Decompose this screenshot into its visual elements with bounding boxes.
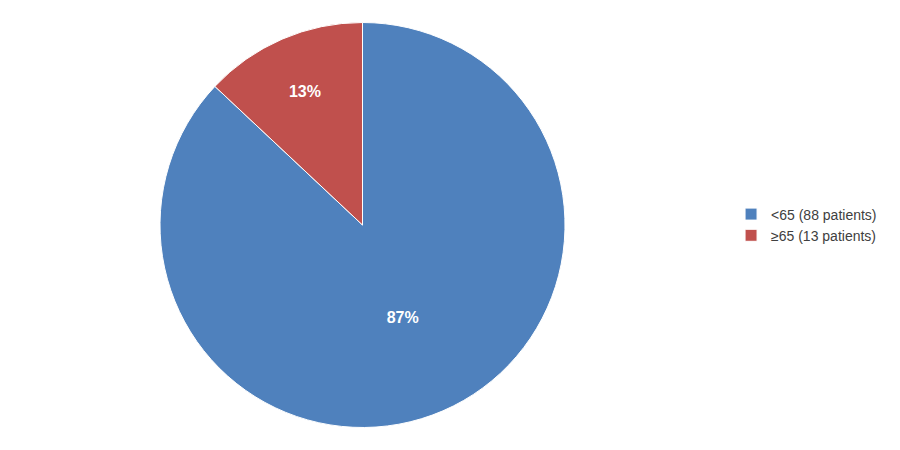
svg-text:87%: 87% (387, 309, 419, 326)
svg-text:<65 (88 patients): <65 (88 patients) (771, 207, 876, 223)
svg-text:≥65 (13 patients): ≥65 (13 patients) (771, 228, 876, 244)
svg-text:13%: 13% (289, 83, 321, 100)
